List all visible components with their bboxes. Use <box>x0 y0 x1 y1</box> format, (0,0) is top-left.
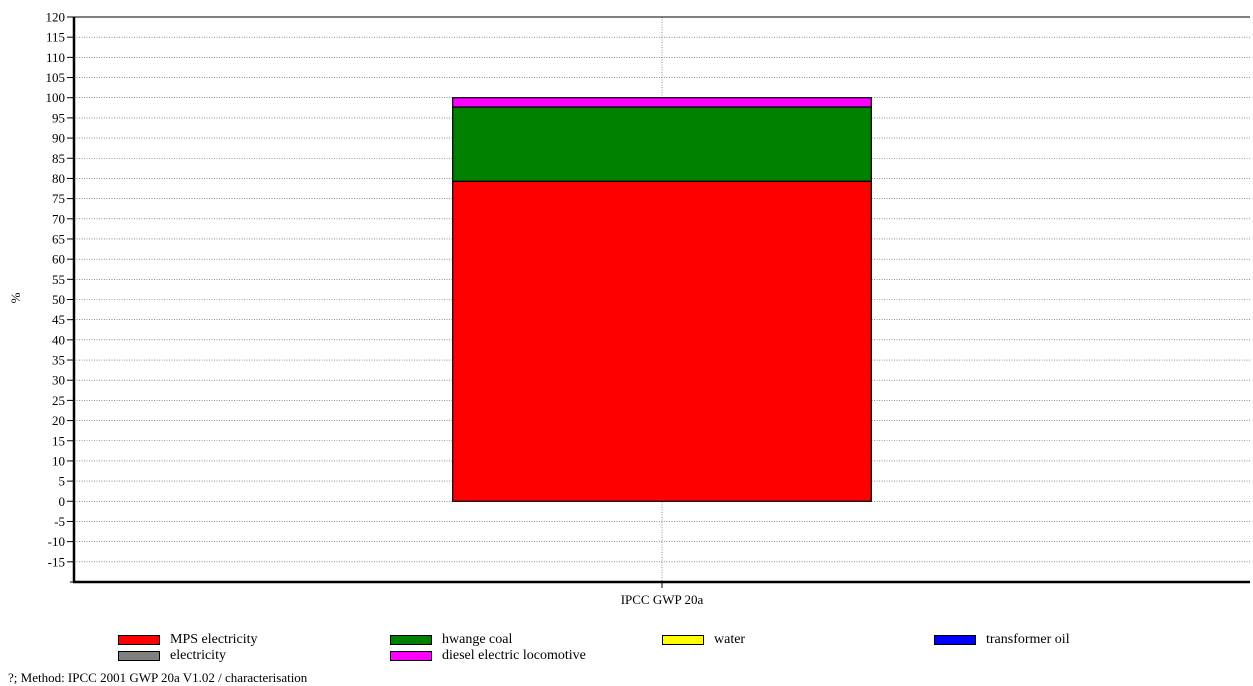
y-tick-label: 20 <box>52 413 65 428</box>
legend-label: transformer oil <box>986 632 1070 647</box>
legend-item-electricity: electricity <box>118 648 226 664</box>
bars <box>452 97 872 502</box>
legend-label: hwange coal <box>442 632 513 647</box>
y-tick-label: -10 <box>48 534 65 549</box>
y-tick-label: 100 <box>46 90 66 105</box>
y-tick-labels: -15 -10 -5 0 5 10 15 20 25 30 35 40 45 50 55 60 65 70 75 80… <box>46 10 66 570</box>
y-tick-label: 55 <box>52 272 65 287</box>
y-tick-label: 95 <box>52 110 65 125</box>
y-tick-label: 90 <box>52 131 65 146</box>
y-tick-label: 0 <box>59 494 66 509</box>
y-tick-label: -15 <box>48 554 65 569</box>
legend-swatch-diesel-electric-locomotive <box>390 651 432 661</box>
axes <box>67 16 1250 588</box>
y-tick-label: 85 <box>52 151 65 166</box>
y-tick-label: 25 <box>52 393 65 408</box>
y-tick-label: 10 <box>52 453 65 468</box>
legend-swatch-water <box>662 635 704 645</box>
y-tick-label: 5 <box>59 474 66 489</box>
legend-swatch-mps-electricity <box>118 635 160 645</box>
bar-segment-mps-electricity <box>452 180 872 502</box>
x-tick-label: IPCC GWP 20a <box>621 592 704 607</box>
y-tick-label: 45 <box>52 312 65 327</box>
y-tick-label: -5 <box>54 514 65 529</box>
legend-label: MPS electricity <box>170 632 258 647</box>
y-tick-label: 40 <box>52 332 65 347</box>
x-tick-labels: IPCC GWP 20a <box>621 592 704 607</box>
legend: MPS electricity hwange coal water transf… <box>0 632 1253 668</box>
legend-item-mps-electricity: MPS electricity <box>118 632 258 648</box>
y-tick-label: 30 <box>52 373 65 388</box>
y-tick-label: 105 <box>46 70 66 85</box>
bar-segment-diesel-electric-locomotive <box>452 97 872 108</box>
y-tick-label: 80 <box>52 171 65 186</box>
legend-swatch-transformer-oil <box>934 635 976 645</box>
y-tick-label: 120 <box>46 10 66 25</box>
legend-item-diesel-electric-locomotive: diesel electric locomotive <box>390 648 586 664</box>
legend-item-transformer-oil: transformer oil <box>934 632 1070 648</box>
legend-label: water <box>714 632 746 647</box>
y-tick-label: 50 <box>52 292 65 307</box>
legend-swatch-electricity <box>118 651 160 661</box>
bar-segment-hwange-coal <box>452 106 872 182</box>
legend-item-hwange-coal: hwange coal <box>390 632 512 648</box>
chart: -15 -10 -5 0 5 10 15 20 25 30 35 40 45 50 55 60 65 70 75 80… <box>8 10 1250 607</box>
legend-label: diesel electric locomotive <box>442 648 586 663</box>
y-tick-label: 60 <box>52 252 65 267</box>
y-tick-label: 110 <box>46 50 65 65</box>
legend-swatch-hwange-coal <box>390 635 432 645</box>
y-tick-label: 115 <box>46 30 65 45</box>
y-axis-label: % <box>8 292 23 303</box>
y-tick-label: 65 <box>52 231 65 246</box>
legend-item-water: water <box>662 632 745 648</box>
y-tick-label: 70 <box>52 211 65 226</box>
legend-label: electricity <box>170 648 226 663</box>
method-footer: ?; Method: IPCC 2001 GWP 20a V1.02 / cha… <box>8 670 308 685</box>
y-tick-label: 75 <box>52 191 65 206</box>
y-tick-label: 15 <box>52 433 65 448</box>
y-tick-label: 35 <box>52 353 65 368</box>
